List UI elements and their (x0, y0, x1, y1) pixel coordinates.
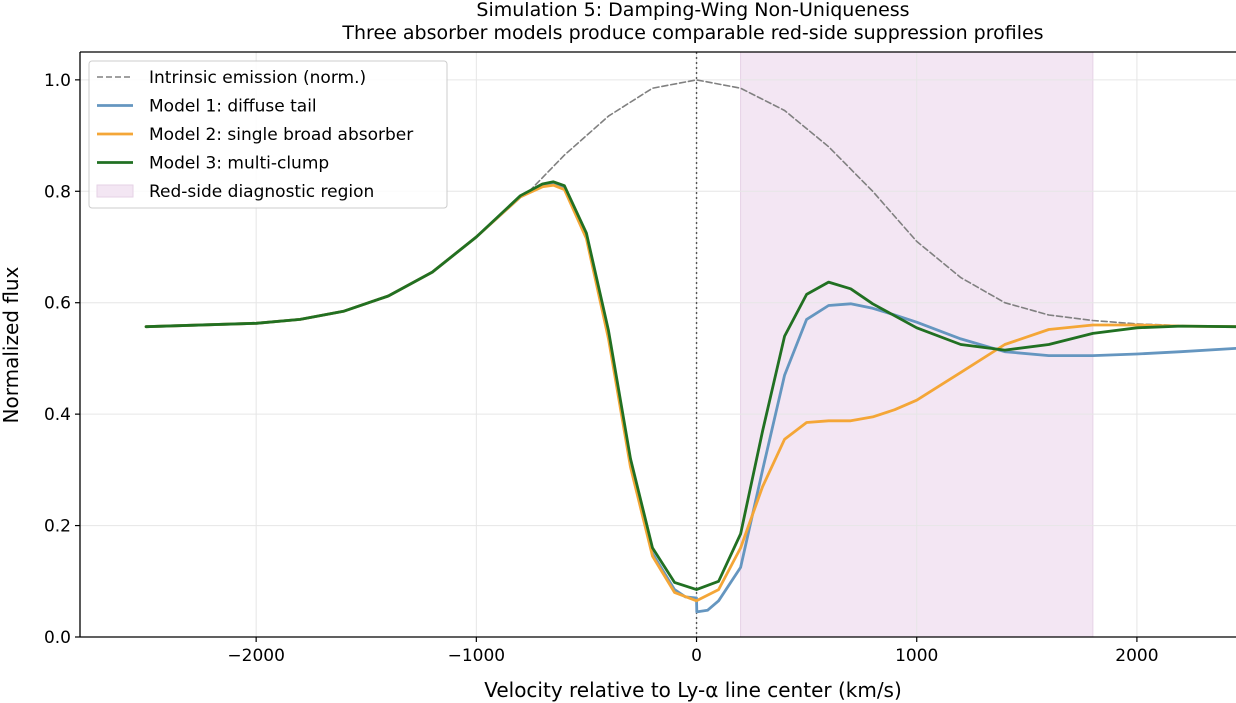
chart-subtitle: Three absorber models produce comparable… (341, 22, 1043, 44)
legend-swatch (96, 184, 134, 198)
series-intrinsic-emission-norm (528, 79, 1226, 328)
y-tick-label: 0.2 (44, 517, 71, 537)
y-axis-label: Normalized flux (0, 266, 23, 423)
series-group (144, 79, 1236, 614)
x-tick-label: 2000 (1115, 646, 1158, 666)
legend-label: Model 3: multi-clump (149, 154, 329, 174)
legend-label: Model 1: diffuse tail (149, 97, 317, 117)
ticks: −2000 −1000 0 1000 2000 0.0 0.2 0.4 0.6 0.8 1.0 (44, 71, 1159, 666)
x-tick-label: −2000 (227, 646, 285, 666)
legend: Intrinsic emission (norm.) Model 1: diffu… (88, 60, 448, 209)
series-model-3-multi-clump (144, 180, 1236, 591)
y-tick-label: 1.0 (44, 71, 71, 91)
x-axis-label: Velocity relative to Ly-α line center (k… (484, 678, 902, 702)
y-tick-label: 0.0 (44, 628, 71, 648)
legend-box (88, 60, 448, 209)
x-tick-label: 1000 (895, 646, 938, 666)
x-tick-label: 0 (691, 646, 702, 666)
y-tick-label: 0.4 (44, 405, 71, 425)
legend-label: Red-side diagnostic region (149, 182, 374, 202)
chart-title: Simulation 5: Damping-Wing Non-Uniquenes… (476, 0, 909, 21)
axes (79, 51, 1236, 638)
y-tick-label: 0.8 (44, 182, 71, 202)
legend-label: Model 2: single broad absorber (149, 125, 413, 145)
legend-label: Intrinsic emission (norm.) (149, 68, 366, 88)
y-tick-label: 0.6 (44, 294, 71, 314)
x-tick-label: −1000 (448, 646, 506, 666)
